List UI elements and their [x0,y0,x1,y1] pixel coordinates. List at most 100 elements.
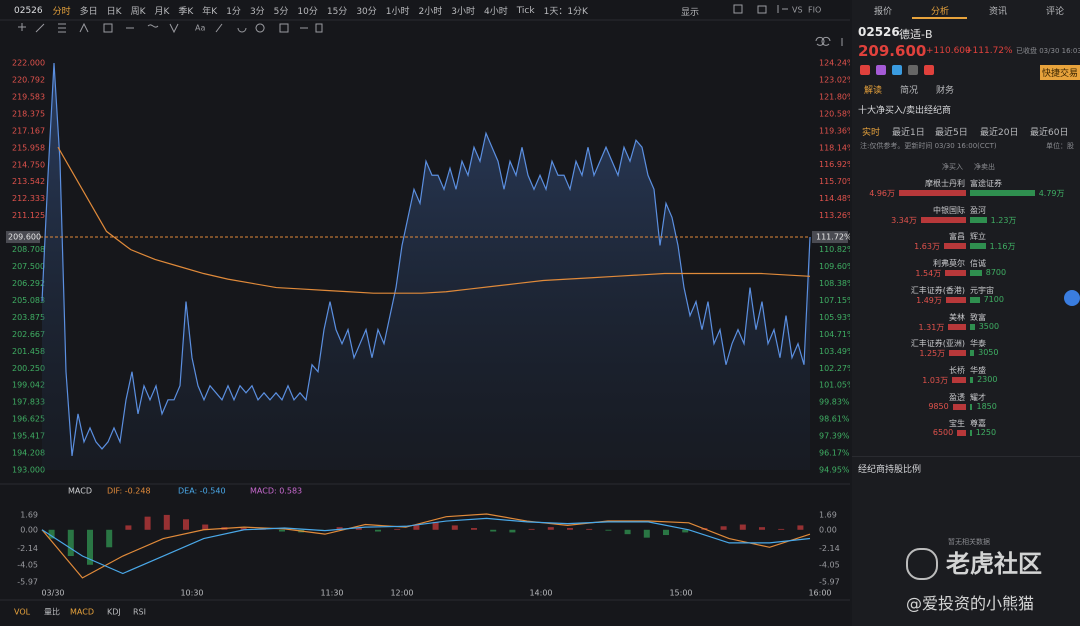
period-tab[interactable]: 月K [154,7,170,17]
sell-value: 1.23万 [990,215,1017,225]
last-price: 209.600 [858,42,927,60]
y2-tick-label: 109.60% [819,262,850,271]
period-tab[interactable]: 1天：1分K [543,7,588,17]
macd-tick-label: 1.69 [819,511,837,520]
tab-underline[interactable] [912,17,967,19]
y2-tick-label: 121.80% [819,92,850,101]
y2-tick-label: 102.27% [819,364,850,373]
buy-bar [945,270,966,277]
period-tab[interactable]: 最近1日 [892,128,925,138]
period-tab[interactable]: 2小时 [418,7,443,17]
tool-text[interactable]: FIO [808,6,821,15]
current-pct-box [812,231,848,244]
macd-tick-label: -4.05 [17,561,38,570]
toolbar: 02526 分时 多日 日K 周K 月K 季K 年K 1分 3分 5分 10分 15分 30分 1小时 2小时… [6,4,597,18]
y2-tick-label: 124.24% [819,59,850,68]
panel-tab[interactable]: 评论 [1046,7,1065,17]
y2-tick-label: 123.02% [819,75,850,84]
macd-bar [144,516,151,530]
y2-tick-label: 119.36% [819,126,850,135]
x-tick-label: 15:00 [669,589,692,598]
x-tick-label: 14:00 [529,589,552,598]
buy-value: 1.03万 [922,375,949,385]
period-tab[interactable]: 年K [202,7,218,17]
panel-subtab[interactable]: 简况 [900,86,919,96]
buy-bar [943,243,966,250]
panel-subtab[interactable]: 解读 [864,86,883,96]
period-tab[interactable]: 30分 [356,7,377,17]
current-price-label: 209.600 [8,233,41,242]
y2-tick-label: 115.70% [819,177,850,186]
period-tab[interactable]: 最近60日 [1030,128,1069,138]
y-tick-label: 222.000 [12,59,45,68]
chart-area: Aa VS FIO 222.000 220.792 219.583 218.375 21… [0,4,850,617]
macd-bar [48,529,55,539]
indicator-tab: RSI [133,608,146,617]
sell-bar [970,430,972,437]
period-tab[interactable]: 周K [130,7,146,17]
macd-bar [125,525,132,530]
period-tab[interactable]: 15分 [326,7,348,17]
y2-tick-label: 107.15% [819,296,850,305]
panel-tab[interactable]: 分析 [931,7,950,17]
macd-tick-label: -4.05 [819,561,840,570]
y2-tick-label: 98.61% [819,415,850,424]
badge-icon [876,65,886,75]
period-tab[interactable]: Tick [516,5,535,16]
macd-bar [720,526,727,530]
buy-value: 6500 [932,428,954,438]
y2-tick-label: 99.83% [819,398,850,407]
y2-tick-label: 103.49% [819,347,850,356]
sell-bar [970,190,1035,196]
stock-name: 德适-B [899,28,933,41]
buy-broker: 富昌 [949,232,965,242]
draw-tools[interactable] [18,22,323,34]
period-tab[interactable]: 10分 [297,7,318,17]
period-tab[interactable]: 3分 [249,7,265,17]
tool-text[interactable]: Aa [195,24,205,33]
period-tab[interactable]: 最近5日 [935,128,968,138]
panel-tools[interactable] [733,4,843,46]
y-tick-label: 211.125 [12,211,45,220]
period-tab[interactable]: 1小时 [385,7,410,17]
unit: 单位：股 [1046,142,1074,150]
quick-trade: 快捷交易 [1040,65,1080,80]
stock-code: 02526 [858,25,900,39]
sell-value: 3500 [978,321,1000,331]
macd-tick-label: 0.00 [20,525,38,534]
panel-subtab[interactable]: 财务 [936,86,955,96]
y-tick-label: 203.875 [12,313,45,322]
period-tab[interactable]: 4小时 [483,7,508,17]
badge-icon [860,65,870,75]
indicator-tab: 量比 [44,607,60,617]
watermark-logo [906,548,938,580]
period-tab[interactable]: 多日 [79,7,98,17]
panel-tab[interactable]: 报价 [874,7,893,17]
period-tab[interactable]: 5分 [273,7,289,17]
buy-value: 1.25万 [919,349,946,359]
buy-value: 1.54万 [915,269,942,279]
period-tab[interactable]: 3小时 [451,7,475,17]
change: +110.600 [926,46,971,56]
watermark-author: @爱投资的小熊猫 [906,594,1035,613]
period-tab[interactable]: 季K [178,7,194,17]
tool-text[interactable]: VS [792,6,803,15]
y2-tick-label: 118.14% [819,143,850,152]
buy-bar [920,216,966,223]
macd-bar [586,528,593,530]
buy-bar [952,403,966,410]
dif-line [41,513,811,579]
period-tab[interactable]: 实时 [862,128,881,138]
period-tab[interactable]: 1分 [226,7,241,17]
period-tab[interactable]: 最近20日 [980,128,1019,138]
stock-code: 02526 [14,5,43,16]
panel-tab[interactable]: 资讯 [989,7,1008,17]
period-tab[interactable]: 日K [106,7,122,17]
sell-value: 8700 [985,268,1007,278]
y-tick-label: 202.667 [12,330,45,339]
macd-bar [567,528,573,530]
period-tab[interactable]: 分时 [52,7,71,17]
x-tick-label: 16:00 [808,589,831,598]
dea-line [41,517,811,575]
